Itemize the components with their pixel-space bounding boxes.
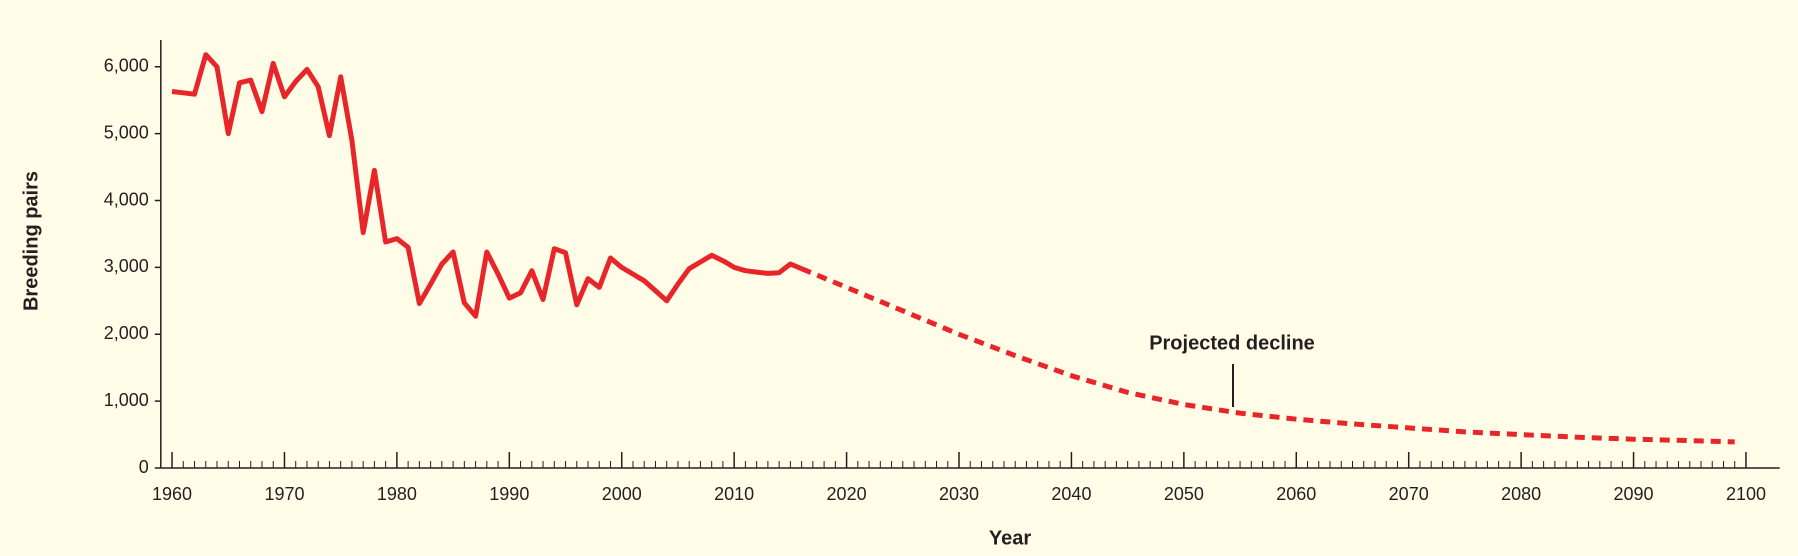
x-tick-label: 2080 (1501, 484, 1541, 504)
x-axis-label: Year (989, 527, 1031, 549)
x-tick-label: 1980 (377, 484, 417, 504)
x-tick-label: 2010 (714, 484, 754, 504)
x-tick-label: 1970 (264, 484, 304, 504)
y-tick-label: 3,000 (104, 256, 149, 276)
x-tick-label: 2070 (1389, 484, 1429, 504)
y-tick-label: 2,000 (104, 323, 149, 343)
x-tick-label: 1960 (152, 484, 192, 504)
x-tick-label: 2090 (1614, 484, 1654, 504)
y-tick-label: 6,000 (104, 56, 149, 76)
series-line (800, 266, 1735, 445)
x-tick-label: 2030 (939, 484, 979, 504)
annotation: Projected decline (1149, 332, 1315, 354)
y-tick-label: 0 (139, 457, 149, 477)
x-tick-label: 1990 (489, 484, 529, 504)
y-axis-label: Breeding pairs (20, 171, 42, 311)
x-tick-label: 2020 (827, 484, 867, 504)
series-line (171, 52, 803, 319)
y-tick-label: 4,000 (104, 189, 149, 209)
y-tick-label: 1,000 (104, 390, 149, 410)
x-tick-label: 2060 (1276, 484, 1316, 504)
x-tick-label: 2100 (1726, 484, 1766, 504)
y-tick-label: 5,000 (104, 122, 149, 142)
x-tick-label: 2050 (1164, 484, 1204, 504)
x-tick-label: 2040 (1051, 484, 1091, 504)
x-tick-label: 2000 (602, 484, 642, 504)
